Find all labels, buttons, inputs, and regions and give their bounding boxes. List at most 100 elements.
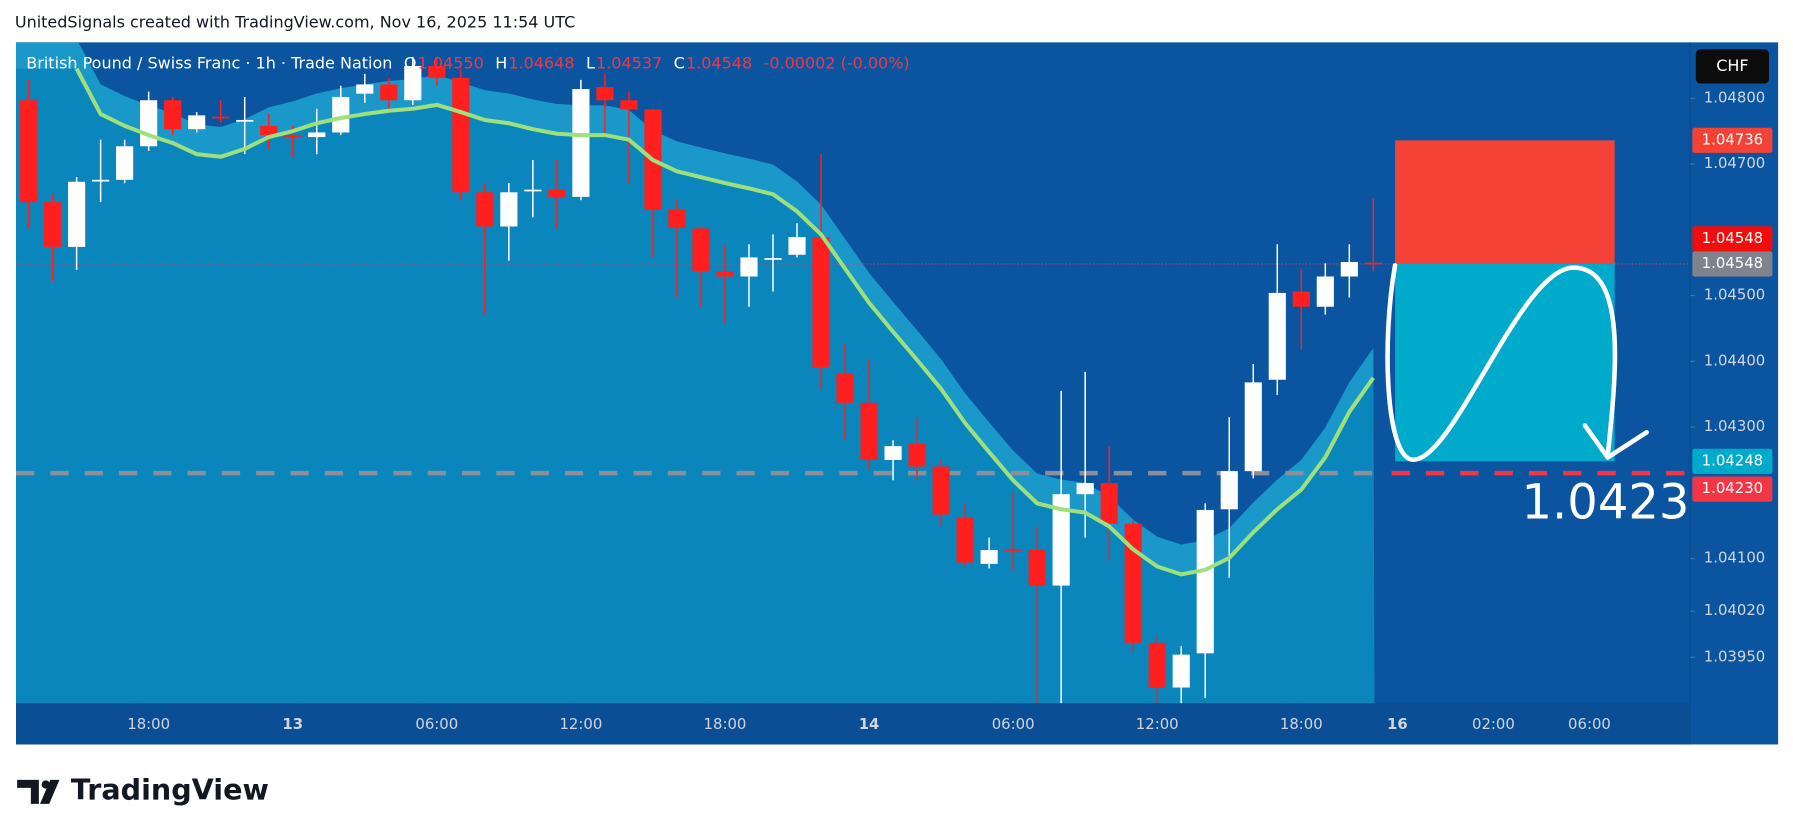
candle-body [1004, 549, 1022, 552]
x-tick-label: 18:00 [704, 715, 747, 733]
candle-body [620, 100, 638, 110]
legend-value: 1.04648 [508, 54, 574, 73]
candle-body [572, 89, 590, 197]
x-tick-label: 14 [859, 715, 880, 733]
logo: TradingView [17, 772, 269, 806]
y-tick-label: 1.03950 [1704, 647, 1765, 665]
legend-value: 1.04548 [686, 54, 752, 73]
x-tick-label: 18:00 [1280, 715, 1323, 733]
candle-body [164, 100, 182, 130]
candle-body [116, 146, 134, 180]
candle-body [980, 550, 998, 564]
ma-line [74, 67, 1375, 577]
header-title: UnitedSignals created with TradingView.c… [15, 12, 575, 31]
candle-body [68, 181, 86, 247]
candle-body [356, 84, 374, 94]
level-price-label: 1.04230 [1702, 479, 1763, 497]
x-tick-label: 18:00 [127, 715, 170, 733]
legend-value: 1.04550 [418, 54, 484, 73]
last-price-label: 1.04548 [1702, 229, 1763, 247]
overlay: 1.0423 1.04800 1.04700 1.04500 1.04400 1.0430… [26, 54, 1773, 733]
legend-key: H [495, 54, 507, 73]
entry-price-label: 1.04548 [1702, 254, 1763, 272]
candle-body [1172, 654, 1190, 688]
time-axis [16, 703, 1691, 745]
x-tick-label: 06:00 [1568, 715, 1611, 733]
candle-body [596, 87, 614, 101]
target-zone [1395, 263, 1615, 462]
legend-key: L [586, 54, 595, 73]
candle-body [956, 517, 974, 563]
candle-body [548, 189, 566, 197]
candle-body [860, 402, 878, 460]
candle-body [284, 135, 302, 138]
candle-body [380, 84, 398, 101]
y-tick-label: 1.04700 [1704, 154, 1765, 172]
candle-body [812, 237, 830, 368]
candle-body [764, 258, 782, 260]
x-tick-label: 06:00 [415, 715, 458, 733]
y-tick-label: 1.04300 [1704, 417, 1765, 435]
candle-body [404, 66, 422, 101]
stop-price-label: 1.04736 [1702, 130, 1763, 148]
entry-price-label-bg [1692, 251, 1773, 277]
candle-body [836, 373, 854, 403]
candle-body [740, 257, 758, 277]
currency-button-label[interactable]: CHF [1716, 56, 1748, 75]
candle-body [692, 228, 710, 272]
legend-symbol: British Pound / Swiss Franc · 1h · Trade… [26, 54, 392, 73]
logo-mark-t [17, 779, 39, 804]
stop-zone [1395, 140, 1615, 264]
x-tick-label: 16 [1387, 715, 1408, 733]
candle-body [44, 202, 62, 247]
last-price-label-bg [1692, 226, 1773, 252]
candle-body [884, 446, 902, 460]
y-tick-label: 1.04800 [1704, 88, 1765, 106]
y-tick-label: 1.04100 [1704, 549, 1765, 567]
y-tick-label: 1.04400 [1704, 351, 1765, 369]
candle-body [476, 192, 494, 227]
candle-body [500, 192, 518, 227]
candle-body [140, 100, 158, 147]
logo-mark-slash [40, 779, 60, 804]
candle-body [188, 115, 206, 130]
candle-body [1076, 482, 1094, 495]
candle-body [1316, 276, 1334, 307]
ma-band [16, 42, 1374, 575]
candle-body [932, 466, 950, 515]
candle-body [260, 125, 278, 136]
currency-button[interactable]: CHF [1695, 49, 1769, 84]
candle-body [1028, 550, 1046, 586]
level-price-label-bg [1692, 476, 1773, 502]
candle-body [668, 209, 686, 228]
candle-body [1220, 471, 1238, 510]
candle-body [1100, 482, 1118, 524]
candle-body [308, 132, 326, 138]
candle-body [1268, 292, 1286, 380]
currency-button-bg[interactable] [1695, 49, 1769, 84]
annotation: 1.0423 [1521, 474, 1689, 530]
candle-body [452, 77, 470, 193]
target-price-label: 1.04248 [1702, 451, 1763, 469]
candle-body [20, 100, 38, 203]
x-tick-label: 12:00 [1136, 715, 1179, 733]
candle-body [908, 443, 926, 467]
legend-key: O [404, 54, 417, 73]
x-tick-label: 02:00 [1472, 715, 1515, 733]
candle-body [1148, 642, 1166, 688]
candle-body [1364, 262, 1382, 265]
drawn-curve [1385, 263, 1618, 463]
legend-key: C [674, 54, 685, 73]
candle-body [1340, 262, 1358, 277]
y-tick-label: 1.04500 [1704, 286, 1765, 304]
candle-body [428, 66, 446, 78]
candle-body [1196, 509, 1214, 654]
candle-body [92, 179, 110, 182]
ma-area [16, 42, 1375, 704]
drawn-arrowhead [1582, 423, 1649, 460]
legend-value: 1.04537 [596, 54, 662, 73]
candle-body [524, 189, 542, 192]
candle-body [332, 96, 350, 133]
